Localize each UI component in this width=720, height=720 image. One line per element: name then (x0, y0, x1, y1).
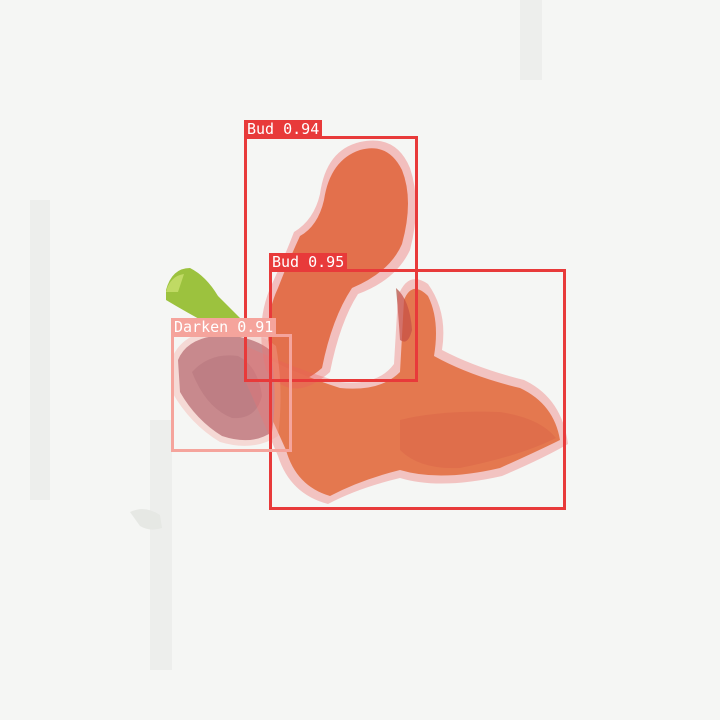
debris-fragment (130, 509, 162, 530)
bud-bounding-box-2[interactable] (269, 269, 566, 510)
darken-mask (172, 329, 281, 446)
darken-label: Darken 0.91 (171, 318, 277, 336)
stem-tip (166, 274, 184, 292)
bud-label-2: Bud 0.95 (269, 253, 348, 271)
bud-mask-lower (244, 279, 568, 504)
darken-bounding-box[interactable] (171, 334, 292, 452)
bud-bounding-box-1[interactable] (244, 136, 418, 382)
paper-marks (30, 0, 542, 670)
lower-bud-lobe (400, 411, 556, 469)
bud-shadow (396, 288, 412, 342)
bud-label-1: Bud 0.94 (244, 120, 323, 138)
